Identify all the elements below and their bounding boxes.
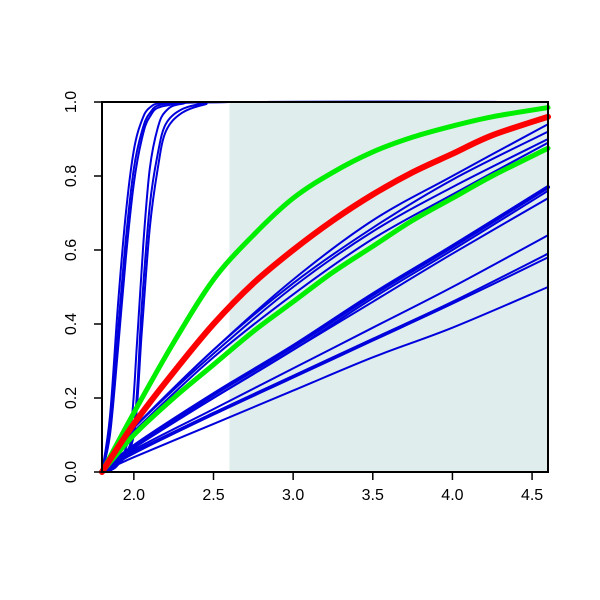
y-tick-label: 0.0: [63, 461, 80, 483]
y-tick-label: 0.4: [63, 313, 80, 335]
series-line-blue-15: [101, 252, 549, 473]
series-line-green-18: [99, 105, 551, 475]
x-tick-label: 3.0: [282, 487, 304, 504]
x-tick-label: 4.5: [521, 487, 543, 504]
series-line-green-19: [99, 145, 551, 475]
y-tick-label: 1.0: [63, 91, 80, 113]
shaded-region: [229, 102, 548, 472]
x-axis: 2.0 2.5 3.0 3.5 4.0 4.5: [123, 472, 543, 504]
x-tick-label: 2.0: [123, 487, 145, 504]
series-line-red-20: [99, 113, 551, 475]
y-tick-label: 0.6: [63, 239, 80, 261]
series-line-blue-14: [101, 234, 549, 473]
x-tick-label: 2.5: [202, 487, 224, 504]
y-tick-label: 0.8: [63, 165, 80, 187]
series-layer: [99, 100, 551, 475]
y-tick-label: 0.2: [63, 387, 80, 409]
series-line-blue-16: [101, 256, 549, 473]
series-line-blue-13: [101, 197, 549, 473]
series-line-blue-17: [101, 286, 549, 473]
x-tick-label: 4.0: [441, 487, 463, 504]
y-axis: 0.0 0.2 0.4 0.6 0.8 1.0: [63, 91, 102, 483]
x-tick-label: 3.5: [362, 487, 384, 504]
plot-frame: [101, 101, 549, 473]
